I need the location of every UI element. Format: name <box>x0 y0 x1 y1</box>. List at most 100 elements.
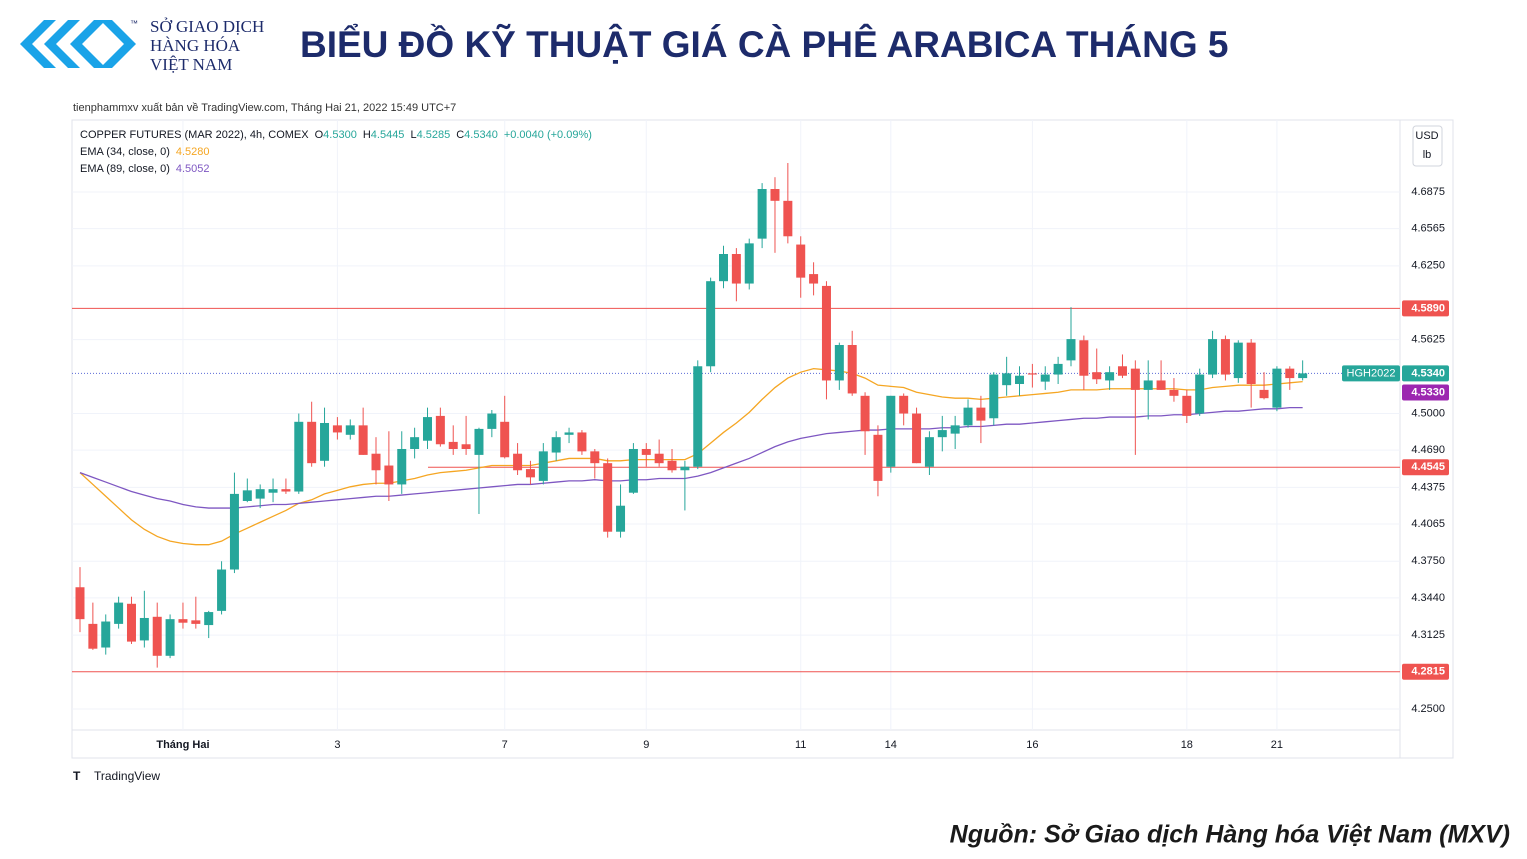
y-tick-label: 4.3440 <box>1411 592 1445 604</box>
candle-body <box>1259 389 1269 399</box>
price-badge <box>1402 384 1449 401</box>
candle-body <box>165 619 175 656</box>
chart-frame <box>71 119 1454 759</box>
candle-body <box>731 254 741 284</box>
symbol-badge-label: HGH2022 <box>1347 367 1396 379</box>
candle-body <box>1105 372 1115 381</box>
candle-body <box>616 505 626 532</box>
x-tick-label: 9 <box>643 739 649 751</box>
candle-body <box>332 425 342 433</box>
candle-body <box>924 437 934 467</box>
candle-body <box>178 619 188 623</box>
candle-body <box>963 407 973 426</box>
candle-body <box>834 344 844 381</box>
legend-symbol: COPPER FUTURES (MAR 2022), 4h, COMEX <box>80 129 309 141</box>
price-badge-label: 4.5330 <box>1411 386 1445 398</box>
legend-series: EMA (89, close, 0) <box>80 163 170 175</box>
candle-body <box>371 453 381 471</box>
logo-shape <box>20 20 56 68</box>
legend-key: C <box>456 129 464 141</box>
unit: lb <box>1423 149 1432 161</box>
candle-body <box>886 395 896 467</box>
candle-body <box>680 466 690 471</box>
legend-key: O <box>315 129 324 141</box>
candle-body <box>538 451 548 481</box>
legend-value: 4.5445 <box>371 129 405 141</box>
y-tick-label: 4.4375 <box>1411 481 1445 493</box>
candle-body <box>461 444 471 449</box>
logo-text: HÀNG HÓA <box>150 36 241 55</box>
legend-value: 4.5285 <box>417 129 451 141</box>
y-tick-label: 4.3750 <box>1411 555 1445 567</box>
price-badge-label: 4.4545 <box>1411 461 1445 473</box>
logo-text: VIỆT NAM <box>150 55 232 74</box>
candle-body <box>1285 368 1295 379</box>
candle-body <box>912 413 922 464</box>
title: BIỂU ĐỒ KỸ THUẬT GIÁ CÀ PHÊ ARABICA THÁN… <box>300 23 1228 65</box>
legend-value: 4.5340 <box>464 129 498 141</box>
price-badge-label: 4.5340 <box>1411 367 1445 379</box>
candle-body <box>307 421 317 464</box>
candle-body <box>281 489 291 492</box>
y-tick-label: 4.6250 <box>1411 260 1445 272</box>
legend-value: 4.5300 <box>323 129 357 141</box>
price-badge <box>1402 300 1449 317</box>
candle-body <box>500 421 510 458</box>
candle-body <box>770 189 780 201</box>
candle-body <box>294 421 304 492</box>
logo-shape <box>70 20 106 68</box>
candle-body <box>667 460 677 471</box>
candle-body <box>126 603 136 642</box>
candle-body <box>757 189 767 239</box>
candle-body <box>410 437 420 449</box>
candle-body <box>937 430 947 438</box>
candle-body <box>976 407 986 421</box>
candle-body <box>191 620 201 624</box>
trademark: ™ <box>130 19 138 28</box>
candle-body <box>229 493 239 570</box>
attribution: tienphammxv xuất bản về TradingView.com,… <box>73 102 456 114</box>
candle-body <box>796 244 806 278</box>
candle-body <box>1130 368 1140 390</box>
candle-body <box>435 415 445 445</box>
candle-body <box>873 434 883 481</box>
candle-body <box>1053 363 1063 375</box>
candle-body <box>641 448 651 455</box>
x-tick-label: 18 <box>1181 739 1193 751</box>
x-tick-label: 14 <box>885 739 897 751</box>
candle-body <box>1092 372 1102 380</box>
candle-body <box>628 448 638 493</box>
candle-body <box>1143 380 1153 390</box>
ema-line <box>79 367 1303 546</box>
price-badge-label: 4.5890 <box>1411 302 1445 314</box>
candle-body <box>448 441 458 449</box>
candle-body <box>101 621 111 648</box>
candle-body <box>204 612 214 626</box>
legend-series: EMA (34, close, 0) <box>80 146 170 158</box>
candle-body <box>821 285 831 381</box>
candle-body <box>525 469 535 478</box>
candle-body <box>487 413 497 429</box>
currency: USD <box>1415 130 1438 142</box>
candle-body <box>719 254 728 282</box>
y-tick-label: 4.5000 <box>1411 407 1445 419</box>
y-tick-label: 4.4690 <box>1411 444 1445 456</box>
price-badge-label: 4.2815 <box>1411 666 1445 678</box>
price-badge <box>1402 663 1449 680</box>
x-tick-label: Tháng Hai <box>156 739 209 751</box>
price-badge <box>1402 459 1449 476</box>
legend-series-value: 4.5052 <box>176 163 210 175</box>
candle-body <box>345 425 355 435</box>
candle-body <box>75 587 85 620</box>
price-badge <box>1402 365 1449 382</box>
candle-body <box>654 453 664 464</box>
legend-key: H <box>363 129 371 141</box>
x-tick-label: 7 <box>502 739 508 751</box>
candle-body <box>1156 380 1166 390</box>
logo <box>20 20 136 68</box>
x-tick-label: 3 <box>334 739 340 751</box>
logo-text: SỞ GIAO DỊCH <box>150 17 264 36</box>
candle-body <box>1015 375 1025 384</box>
